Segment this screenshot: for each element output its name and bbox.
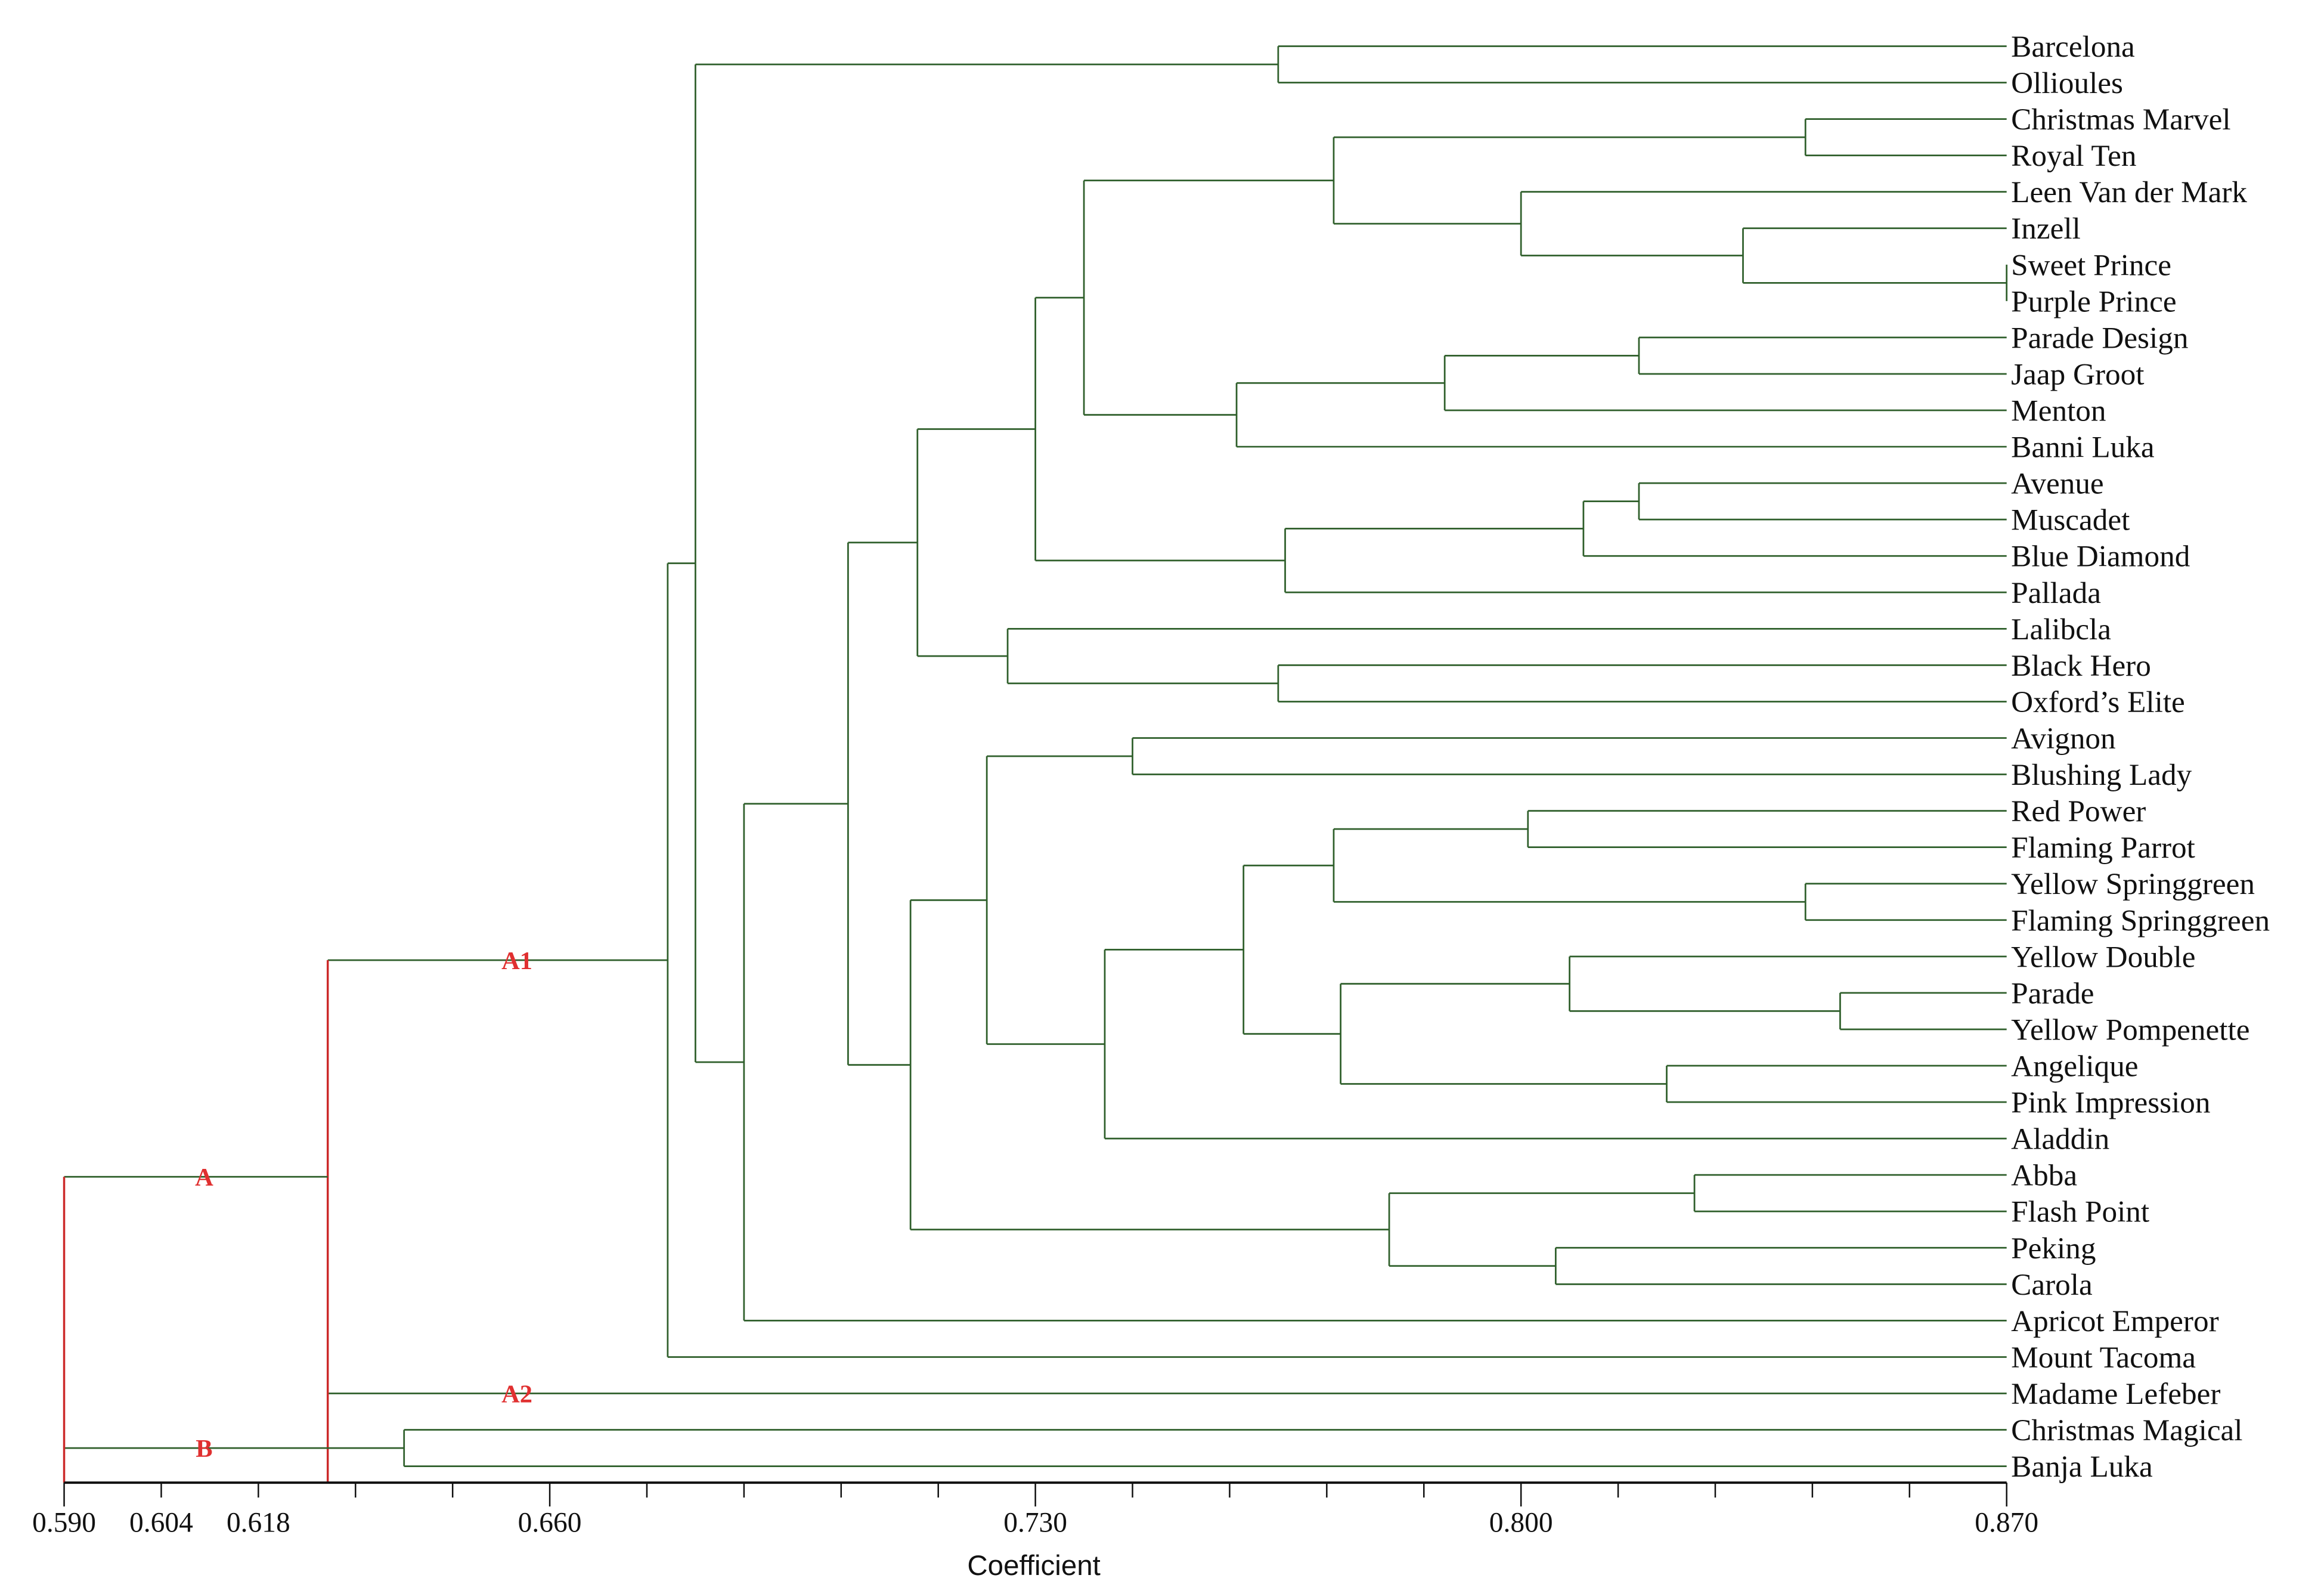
leaf-label: Purple Prince [2011, 284, 2176, 318]
x-tick-label: 0.730 [1003, 1508, 1067, 1539]
leaf-label: Ollioules [2011, 66, 2123, 100]
leaf-label: Blue Diamond [2011, 540, 2190, 574]
leaf-label: Pallada [2011, 576, 2101, 610]
clade-labels: A1 A2 A B [195, 947, 532, 1463]
leaf-label: Leen Van der Mark [2011, 175, 2247, 209]
leaf-label: Royal Ten [2011, 139, 2136, 173]
leaf-label: Mount Tacoma [2011, 1341, 2196, 1375]
x-tick-label: 0.618 [227, 1508, 290, 1539]
leaf-label: Pink Impression [2011, 1086, 2210, 1120]
leaf-label: Flash Point [2011, 1195, 2149, 1229]
leaf-label: Christmas Magical [2011, 1413, 2242, 1447]
leaf-label: Flaming Parrot [2011, 831, 2195, 865]
dendrogram-branches [63, 45, 2008, 1483]
leaf-label: Parade [2011, 976, 2094, 1010]
clade-label-a1: A1 [501, 947, 532, 975]
clade-label-b: B [196, 1435, 212, 1463]
leaf-label: Black Hero [2011, 649, 2151, 683]
leaf-label: Sweet Prince [2011, 248, 2171, 282]
leaf-label: Barcelona [2011, 30, 2135, 64]
leaf-label: Banja Luka [2011, 1450, 2153, 1484]
leaf-label: Avenue [2011, 467, 2103, 501]
leaf-label: Aladdin [2011, 1122, 2109, 1156]
leaf-label: Inzell [2011, 212, 2081, 246]
leaf-label: Carola [2011, 1268, 2093, 1302]
leaf-label: Peking [2011, 1232, 2096, 1266]
leaf-label: Oxford’s Elite [2011, 685, 2185, 719]
leaf-label: Abba [2011, 1159, 2077, 1193]
leaf-label: Red Power [2011, 794, 2146, 828]
leaf-label: Menton [2011, 394, 2106, 428]
leaf-label: Christmas Marvel [2011, 103, 2230, 137]
x-axis-title: Coefficient [967, 1550, 1100, 1578]
leaf-label: Yellow Springgreen [2011, 867, 2255, 901]
leaf-label: Lalibcla [2011, 612, 2111, 646]
x-tick-label: 0.660 [518, 1508, 582, 1539]
leaf-label: Flaming Springgreen [2011, 904, 2270, 937]
leaf-label: Jaap Groot [2011, 357, 2144, 391]
leaf-label: Muscadet [2011, 503, 2130, 537]
leaf-label: Angelique [2011, 1049, 2138, 1083]
clade-label-a: A [195, 1164, 213, 1192]
leaf-label: Blushing Lady [2011, 758, 2192, 792]
x-tick-label: 0.590 [32, 1508, 96, 1539]
x-tick-label: 0.800 [1489, 1508, 1553, 1539]
leaf-label: Banni Luka [2011, 431, 2155, 465]
leaf-label: Yellow Double [2011, 940, 2195, 974]
leaf-label: Apricot Emperor [2011, 1304, 2218, 1338]
leaf-label: Parade Design [2011, 321, 2188, 355]
x-tick-label: 0.870 [1975, 1508, 2038, 1539]
x-axis: 0.590 0.604 0.618 0.660 0.730 0.800 0.870 [32, 1481, 2038, 1539]
leaf-label: Madame Lefeber [2011, 1377, 2220, 1411]
leaf-label: Avignon [2011, 722, 2115, 756]
clade-label-a2: A2 [501, 1380, 532, 1408]
leaf-label: Yellow Pompenette [2011, 1013, 2249, 1047]
x-tick-label: 0.604 [129, 1508, 193, 1539]
